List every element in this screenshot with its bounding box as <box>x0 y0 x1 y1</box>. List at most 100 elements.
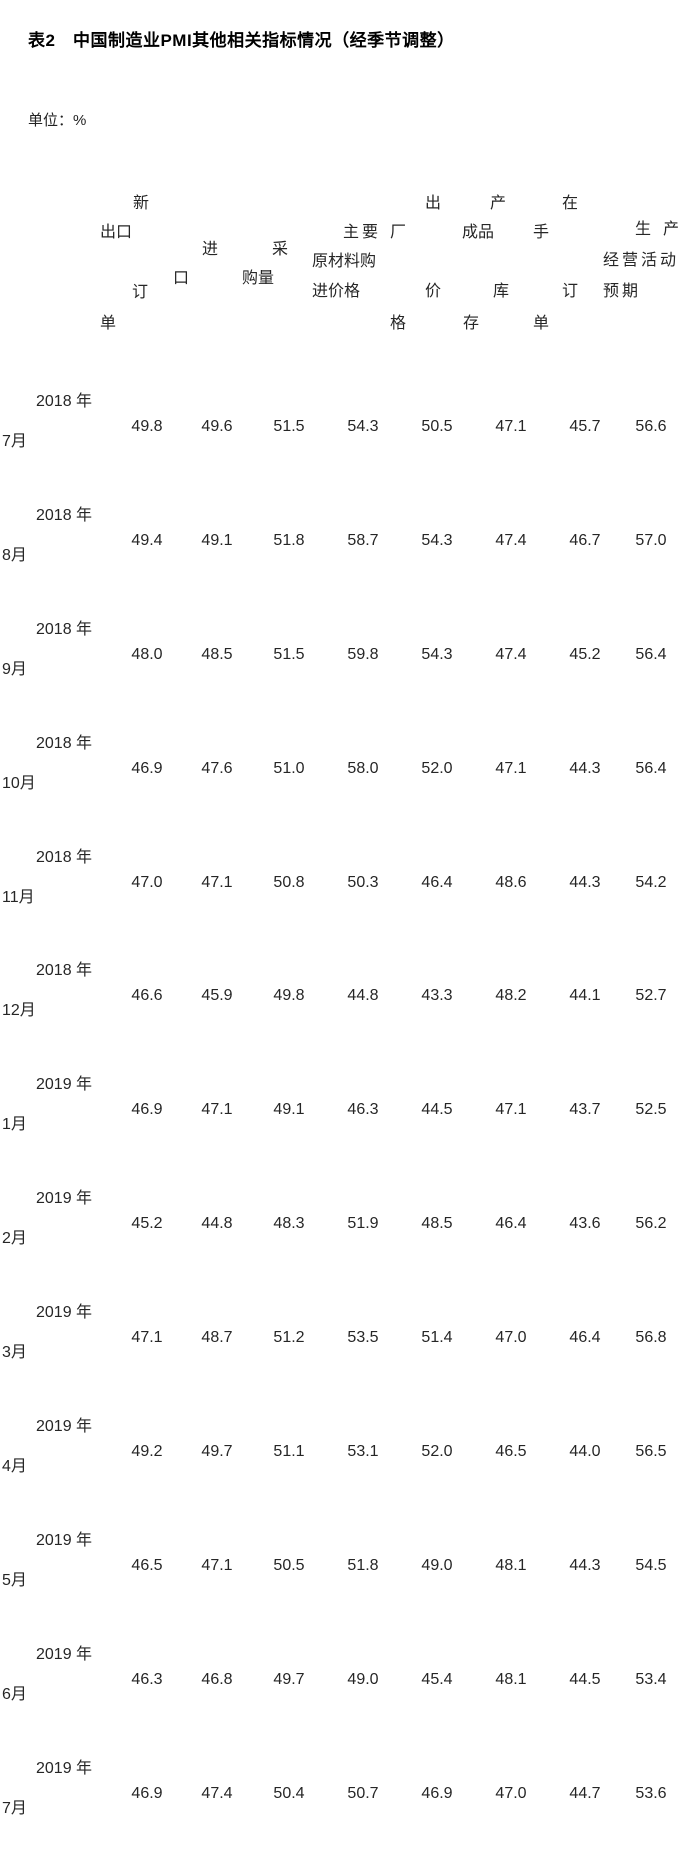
header-finished-goods-inventory: 库 <box>493 283 510 300</box>
table-rows: 2018 年 7月 49.8 49.6 51.5 54.3 50.5 47.1 45.7 56.6… <box>0 392 682 1873</box>
cell-value: 49.0 <box>347 1670 379 1688</box>
cell-value: 46.6 <box>131 987 163 1005</box>
row-month-label: 2月 <box>2 1230 27 1248</box>
header-new-export-orders: 单 <box>100 315 117 332</box>
cell-value: 46.3 <box>131 1670 163 1688</box>
cell-value: 51.4 <box>421 1329 453 1347</box>
header-raw-materials-price: 原材料购 <box>312 253 377 270</box>
cell-value: 46.9 <box>421 1784 453 1802</box>
row-year-label: 2018 年 <box>36 506 93 524</box>
cell-value: 49.8 <box>131 418 163 435</box>
row-month-label: 7月 <box>2 433 27 450</box>
header-imports: 口 <box>173 270 190 287</box>
cell-value: 44.1 <box>569 987 601 1005</box>
cell-value: 48.5 <box>201 645 233 663</box>
table-row: 2019 年 4月 49.2 49.7 51.1 53.1 52.0 46.5 44.0 56.5 <box>0 1417 682 1531</box>
cell-value: 46.5 <box>131 1556 163 1574</box>
cell-value: 57.0 <box>635 531 667 549</box>
unit-label: 单位：% <box>28 112 87 129</box>
cell-value: 51.1 <box>273 1443 305 1461</box>
table-row: 2019 年 1月 46.9 47.1 49.1 46.3 44.5 47.1 43.7 52.5 <box>0 1075 682 1189</box>
row-month-label: 7月 <box>2 1799 27 1817</box>
header-purchasing-volume: 购量 <box>242 270 275 287</box>
cell-value: 44.5 <box>421 1101 453 1119</box>
cell-value: 46.9 <box>131 759 163 777</box>
cell-value: 44.3 <box>569 873 601 891</box>
table-row: 2019 年 2月 45.2 44.8 48.3 51.9 48.5 46.4 43.6 56.2 <box>0 1189 682 1303</box>
header-ex-factory-price: 价 <box>425 283 442 300</box>
row-month-label: 11月 <box>2 888 35 906</box>
header-imports: 进 <box>202 241 219 258</box>
cell-value: 54.3 <box>421 645 453 663</box>
header-business-activity-expectation: 经营活动 <box>603 252 680 269</box>
cell-value: 44.0 <box>569 1443 601 1461</box>
cell-value: 49.6 <box>201 418 233 435</box>
cell-value: 46.3 <box>347 1101 379 1119</box>
header-backlog-orders: 手 <box>533 224 550 241</box>
row-year-label: 2019 年 <box>36 1190 93 1208</box>
cell-value: 56.2 <box>635 1215 667 1233</box>
row-year-label: 2018 年 <box>36 734 93 752</box>
table-row: 2018 年 8月 49.4 49.1 51.8 58.7 54.3 47.4 46.7 57.0 <box>0 506 682 620</box>
cell-value: 43.6 <box>569 1215 601 1233</box>
row-month-label: 6月 <box>2 1685 27 1703</box>
cell-value: 50.7 <box>347 1784 379 1802</box>
cell-value: 47.1 <box>131 1329 163 1347</box>
cell-value: 53.6 <box>635 1784 667 1802</box>
cell-value: 54.2 <box>635 873 667 891</box>
cell-value: 47.1 <box>201 1556 233 1574</box>
cell-value: 47.4 <box>495 645 527 663</box>
header-new-export-orders: 新 <box>133 195 150 212</box>
cell-value: 47.1 <box>495 1101 527 1119</box>
table-row: 2018 年 9月 48.0 48.5 51.5 59.8 54.3 47.4 45.2 56.4 <box>0 620 682 734</box>
cell-value: 50.5 <box>421 418 453 435</box>
cell-value: 58.7 <box>347 531 379 549</box>
row-month-label: 1月 <box>2 1116 27 1134</box>
cell-value: 44.8 <box>347 987 379 1005</box>
header-business-activity-expectation: 预期 <box>603 283 642 300</box>
cell-value: 48.3 <box>273 1215 305 1233</box>
row-year-label: 2019 年 <box>36 1759 93 1777</box>
cell-value: 51.5 <box>273 645 305 663</box>
cell-value: 47.6 <box>201 759 233 777</box>
cell-value: 47.1 <box>495 759 527 777</box>
cell-value: 46.4 <box>421 873 453 891</box>
cell-value: 48.6 <box>495 873 527 891</box>
cell-value: 48.2 <box>495 987 527 1005</box>
table-row: 2019 年 3月 47.1 48.7 51.2 53.5 51.4 47.0 46.4 56.8 <box>0 1303 682 1417</box>
header-ex-factory-price: 出 <box>425 195 442 212</box>
row-year-label: 2018 年 <box>36 620 93 638</box>
cell-value: 50.4 <box>273 1784 305 1802</box>
cell-value: 49.4 <box>131 531 163 549</box>
cell-value: 53.4 <box>635 1670 667 1688</box>
cell-value: 56.4 <box>635 645 667 663</box>
cell-value: 52.0 <box>421 759 453 777</box>
row-month-label: 4月 <box>2 1458 27 1476</box>
row-month-label: 9月 <box>2 660 27 678</box>
cell-value: 43.3 <box>421 987 453 1005</box>
cell-value: 44.3 <box>569 1556 601 1574</box>
cell-value: 49.2 <box>131 1443 163 1461</box>
header-ex-factory-price: 厂 <box>390 224 407 241</box>
cell-value: 56.4 <box>635 759 667 777</box>
cell-value: 49.7 <box>273 1670 305 1688</box>
cell-value: 51.8 <box>273 531 305 549</box>
cell-value: 45.2 <box>131 1215 163 1233</box>
cell-value: 56.8 <box>635 1329 667 1347</box>
cell-value: 53.1 <box>347 1443 379 1461</box>
row-year-label: 2019 年 <box>36 1076 93 1094</box>
cell-value: 51.8 <box>347 1556 379 1574</box>
header-finished-goods-inventory: 存 <box>463 315 480 332</box>
row-month-label: 5月 <box>2 1571 27 1589</box>
cell-value: 52.0 <box>421 1443 453 1461</box>
cell-value: 53.5 <box>347 1329 379 1347</box>
cell-value: 50.5 <box>273 1556 305 1574</box>
cell-value: 47.0 <box>495 1784 527 1802</box>
cell-value: 47.1 <box>201 1101 233 1119</box>
header-ex-factory-price: 格 <box>390 315 407 332</box>
cell-value: 59.8 <box>347 645 379 663</box>
header-backlog-orders: 在 <box>562 195 579 212</box>
cell-value: 49.0 <box>421 1556 453 1574</box>
cell-value: 47.4 <box>201 1784 233 1802</box>
header-backlog-orders: 订 <box>562 283 579 300</box>
